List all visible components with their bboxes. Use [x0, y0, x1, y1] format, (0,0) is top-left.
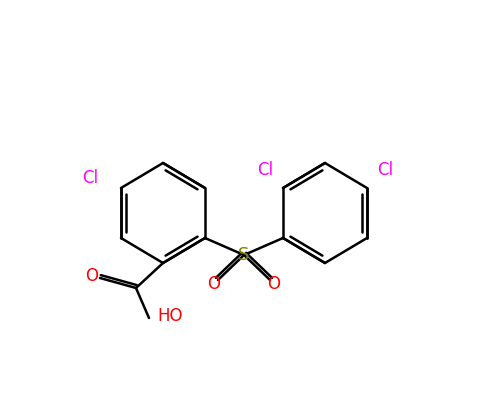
Text: O: O [267, 275, 281, 293]
Text: Cl: Cl [82, 169, 98, 187]
Text: HO: HO [157, 307, 183, 325]
Text: O: O [207, 275, 221, 293]
Text: O: O [86, 267, 98, 285]
Text: Cl: Cl [257, 161, 273, 179]
Text: Cl: Cl [377, 161, 393, 179]
Text: S: S [238, 246, 250, 264]
